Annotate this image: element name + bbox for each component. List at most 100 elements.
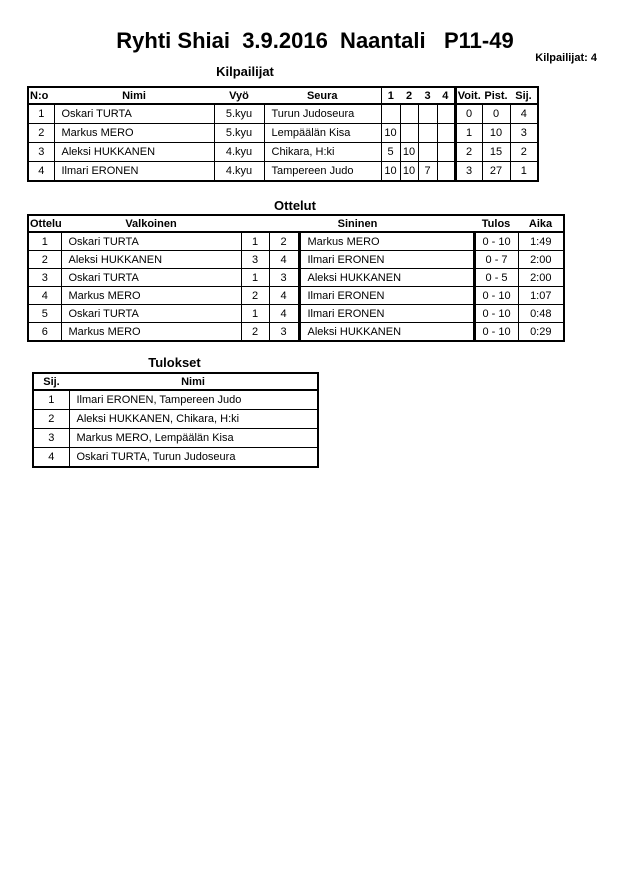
cell-belt: 4.kyu xyxy=(213,142,265,162)
cell-points: 27 xyxy=(481,161,511,182)
results-table: Sij. Nimi 1 Ilmari ERONEN, Tampereen Jud… xyxy=(32,372,319,468)
cell-white-name: Oskari TURTA xyxy=(60,304,242,323)
cell-club: Chikara, H:ki xyxy=(263,142,382,162)
col-header-match-1: 1 xyxy=(380,87,400,105)
cell-white-number: 1 xyxy=(240,268,270,287)
col-header-match-number: Ottelu xyxy=(28,215,61,233)
cell-result: 0 - 5 xyxy=(472,268,519,287)
cell-place: 2 xyxy=(32,409,70,429)
result-row: 1 Ilmari ERONEN, Tampereen Judo xyxy=(32,389,319,410)
col-header-result: Tulos xyxy=(474,215,519,233)
cell-score-3: 7 xyxy=(417,161,438,182)
cell-white-number: 2 xyxy=(240,322,270,342)
col-header-place: Sij. xyxy=(510,87,538,105)
cell-score-2: 10 xyxy=(399,142,419,162)
cell-name-club: Markus MERO, Lempäälän Kisa xyxy=(68,428,319,448)
cell-place: 4 xyxy=(509,103,539,124)
col-header-number: N:o xyxy=(28,87,54,105)
cell-number: 3 xyxy=(27,142,55,162)
cell-name-club: Ilmari ERONEN, Tampereen Judo xyxy=(68,389,319,410)
match-row: 2 Aleksi HUKKANEN 3 4 Ilmari ERONEN 0 - … xyxy=(27,250,565,269)
cell-points: 10 xyxy=(481,123,511,143)
cell-name: Markus MERO xyxy=(53,123,215,143)
col-header-time: Aika xyxy=(518,215,565,233)
cell-place: 1 xyxy=(32,389,70,410)
cell-wins: 0 xyxy=(453,103,483,124)
cell-place: 4 xyxy=(32,447,70,468)
cell-match-number: 1 xyxy=(27,231,62,251)
col-header-white: Valkoinen xyxy=(61,215,241,233)
cell-white-name: Markus MERO xyxy=(60,322,242,342)
cell-wins: 2 xyxy=(453,142,483,162)
cell-name-club: Oskari TURTA, Turun Judoseura xyxy=(68,447,319,468)
cell-time: 0:29 xyxy=(517,322,565,342)
result-row: 4 Oskari TURTA, Turun Judoseura xyxy=(32,447,319,468)
cell-club: Tampereen Judo xyxy=(263,161,382,182)
match-row: 1 Oskari TURTA 1 2 Markus MERO 0 - 10 1:… xyxy=(27,231,565,251)
competitor-row: 3 Aleksi HUKKANEN 4.kyu Chikara, H:ki 5 … xyxy=(27,142,539,162)
match-row: 3 Oskari TURTA 1 3 Aleksi HUKKANEN 0 - 5… xyxy=(27,268,565,287)
competitors-header-row: N:o Nimi Vyö Seura 1 2 3 4 Voit. Pist. S… xyxy=(28,87,538,105)
cell-blue-number: 3 xyxy=(268,322,300,342)
cell-belt: 4.kyu xyxy=(213,161,265,182)
cell-blue-number: 3 xyxy=(268,268,300,287)
match-row: 4 Markus MERO 2 4 Ilmari ERONEN 0 - 10 1… xyxy=(27,286,565,305)
match-row: 6 Markus MERO 2 3 Aleksi HUKKANEN 0 - 10… xyxy=(27,322,565,342)
cell-score-1 xyxy=(380,103,401,124)
cell-white-number: 1 xyxy=(240,231,270,251)
result-row: 2 Aleksi HUKKANEN, Chikara, H:ki xyxy=(32,409,319,429)
competitors-table: N:o Nimi Vyö Seura 1 2 3 4 Voit. Pist. S… xyxy=(27,86,539,182)
cell-blue-name: Markus MERO xyxy=(297,231,475,251)
cell-name: Ilmari ERONEN xyxy=(53,161,215,182)
cell-time: 2:00 xyxy=(517,268,565,287)
cell-blue-number: 4 xyxy=(268,304,300,323)
results-header-row: Sij. Nimi xyxy=(33,373,318,391)
cell-place: 3 xyxy=(509,123,539,143)
cell-place: 2 xyxy=(509,142,539,162)
cell-match-number: 6 xyxy=(27,322,62,342)
col-header-club: Seura xyxy=(264,87,381,105)
cell-blue-name: Aleksi HUKKANEN xyxy=(297,322,475,342)
cell-time: 1:07 xyxy=(517,286,565,305)
cell-belt: 5.kyu xyxy=(213,103,265,124)
cell-time: 2:00 xyxy=(517,250,565,269)
cell-name: Oskari TURTA xyxy=(53,103,215,124)
cell-result: 0 - 7 xyxy=(472,250,519,269)
cell-blue-number: 4 xyxy=(268,286,300,305)
cell-match-number: 2 xyxy=(27,250,62,269)
cell-blue-number: 2 xyxy=(268,231,300,251)
cell-points: 15 xyxy=(481,142,511,162)
col-header-match-4: 4 xyxy=(437,87,455,105)
competitor-row: 2 Markus MERO 5.kyu Lempäälän Kisa 10 1 … xyxy=(27,123,539,143)
cell-match-number: 3 xyxy=(27,268,62,287)
cell-time: 1:49 xyxy=(517,231,565,251)
cell-score-2 xyxy=(399,123,419,143)
cell-points: 0 xyxy=(481,103,511,124)
cell-score-2 xyxy=(399,103,419,124)
matches-header-row: Ottelu Valkoinen Sininen Tulos Aika xyxy=(28,215,565,233)
matches-table: Ottelu Valkoinen Sininen Tulos Aika 1 Os… xyxy=(27,214,566,342)
cell-belt: 5.kyu xyxy=(213,123,265,143)
cell-result: 0 - 10 xyxy=(472,231,519,251)
competitors-section-heading: Kilpailijat xyxy=(216,64,274,79)
cell-wins: 3 xyxy=(453,161,483,182)
col-header-match-3: 3 xyxy=(418,87,437,105)
cell-result: 0 - 10 xyxy=(472,304,519,323)
cell-white-number: 3 xyxy=(240,250,270,269)
result-row: 3 Markus MERO, Lempäälän Kisa xyxy=(32,428,319,448)
matches-section-heading: Ottelut xyxy=(274,198,316,213)
cell-score-1: 5 xyxy=(380,142,401,162)
cell-score-4 xyxy=(436,142,456,162)
cell-white-name: Markus MERO xyxy=(60,286,242,305)
col-header-blue: Sininen xyxy=(241,215,475,233)
col-header-match-2: 2 xyxy=(400,87,418,105)
page-title: Ryhti Shiai 3.9.2016 Naantali P11-49 xyxy=(116,28,514,53)
cell-club: Lempäälän Kisa xyxy=(263,123,382,143)
cell-match-number: 4 xyxy=(27,286,62,305)
cell-white-number: 1 xyxy=(240,304,270,323)
competitor-row: 4 Ilmari ERONEN 4.kyu Tampereen Judo 10 … xyxy=(27,161,539,182)
cell-blue-number: 4 xyxy=(268,250,300,269)
cell-result: 0 - 10 xyxy=(472,322,519,342)
cell-score-2: 10 xyxy=(399,161,419,182)
